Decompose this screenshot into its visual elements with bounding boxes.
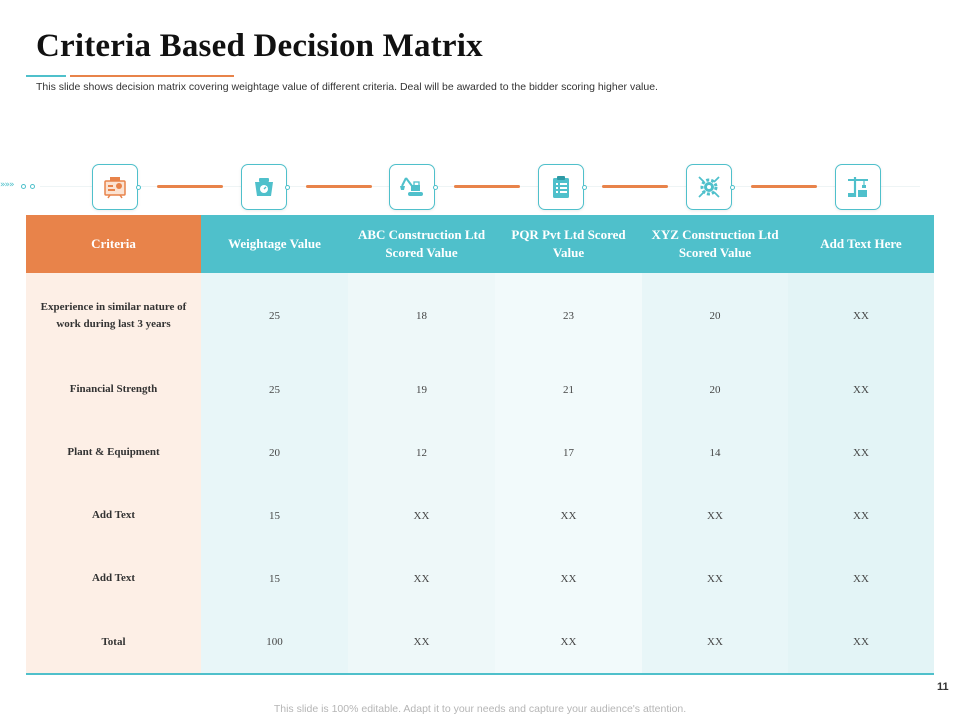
table-cell: XX (853, 309, 869, 322)
criteria-column: Criteria Experience in similar nature of… (26, 215, 201, 674)
gear-tools-icon (686, 164, 735, 210)
slide-title: Criteria Based Decision Matrix (36, 28, 483, 64)
tower-crane-icon (835, 164, 881, 210)
slide-subtitle: This slide shows decision matrix coverin… (36, 81, 658, 93)
table-cell: 15 (269, 572, 280, 585)
criteria-cell: Financial Strength (69, 383, 158, 395)
abc-column: ABC Construction Ltd Scored Value 18 19 … (348, 215, 495, 674)
table-cell: XX (707, 509, 723, 522)
table-cell: 100 (266, 636, 283, 648)
weighing-scale-icon (241, 164, 290, 210)
table-cell: XX (413, 636, 430, 648)
table-cell: 12 (416, 446, 427, 459)
track-dot-icon (21, 184, 26, 189)
table-cell: XX (560, 572, 577, 585)
table-cell: 23 (563, 309, 574, 322)
decision-matrix-table: Criteria Experience in similar nature of… (26, 215, 934, 674)
track-connector (751, 185, 817, 188)
track-dot-icon (30, 184, 35, 189)
table-cell: XX (853, 446, 869, 459)
header-weightage: Weightage Value (201, 215, 348, 273)
table-cell: 20 (709, 383, 721, 396)
table-cell: XX (413, 509, 430, 522)
clipboard-checklist-icon (538, 164, 587, 210)
criteria-cell: Plant & Equipment (67, 446, 160, 458)
table-cell: 18 (416, 309, 427, 322)
table-cell: 15 (269, 509, 280, 522)
icon-connector-dot (730, 185, 735, 190)
criteria-cell: Add Text (91, 509, 136, 521)
table-bottom-border (26, 673, 934, 675)
criteria-cell: Add Text (91, 572, 136, 584)
table-cell: XX (853, 636, 869, 648)
footer-note: This slide is 100% editable. Adapt it to… (273, 703, 687, 715)
track-connector (602, 185, 668, 188)
header-pqr: PQR Pvt Ltd Scored Value (495, 215, 642, 273)
criteria-cell: Total (101, 635, 126, 648)
table-cell: XX (853, 572, 869, 585)
table-cell: 20 (709, 309, 721, 322)
table-cell: 25 (269, 383, 280, 396)
excavator-icon (389, 164, 438, 210)
table-cell: XX (853, 383, 869, 396)
track-connector (454, 185, 520, 188)
icon-connector-dot (433, 185, 438, 190)
table-cell: 20 (269, 446, 280, 459)
track-connector (157, 185, 223, 188)
page-number: 11 (937, 681, 949, 693)
header-criteria: Criteria (26, 215, 201, 273)
table-cell: XX (560, 636, 577, 648)
table-cell: 25 (269, 309, 280, 322)
table-cell: 21 (563, 383, 574, 396)
icon-connector-dot (136, 185, 141, 190)
table-cell: XX (853, 509, 869, 522)
header-add-text: Add Text Here (788, 215, 934, 273)
track-connector (306, 185, 372, 188)
criteria-cell: Experience in similar nature of work dur… (40, 300, 187, 330)
pqr-column: PQR Pvt Ltd Scored Value 23 21 17 XX XX … (495, 215, 642, 674)
title-underline-orange (70, 75, 234, 77)
table-cell: XX (707, 636, 723, 648)
header-xyz: XYZ Construction Ltd Scored Value (642, 215, 788, 273)
icon-connector-dot (582, 185, 587, 190)
table-cell: 19 (416, 383, 427, 396)
add-text-column: Add Text Here XX XX XX XX XX XX (788, 215, 934, 674)
table-cell: XX (707, 572, 723, 585)
header-abc: ABC Construction Ltd Scored Value (348, 215, 495, 273)
chevrons-icon: »»» (0, 180, 14, 190)
weightage-column: Weightage Value 25 25 20 15 15 100 (201, 215, 348, 674)
table-cell: XX (560, 509, 577, 522)
table-cell: 17 (563, 446, 574, 459)
xyz-column: XYZ Construction Ltd Scored Value 20 20 … (642, 215, 788, 674)
table-cell: XX (413, 572, 430, 585)
table-cell: 14 (709, 446, 721, 459)
icon-connector-dot (285, 185, 290, 190)
presentation-board-icon (92, 164, 141, 210)
title-underline-blue (26, 75, 66, 77)
